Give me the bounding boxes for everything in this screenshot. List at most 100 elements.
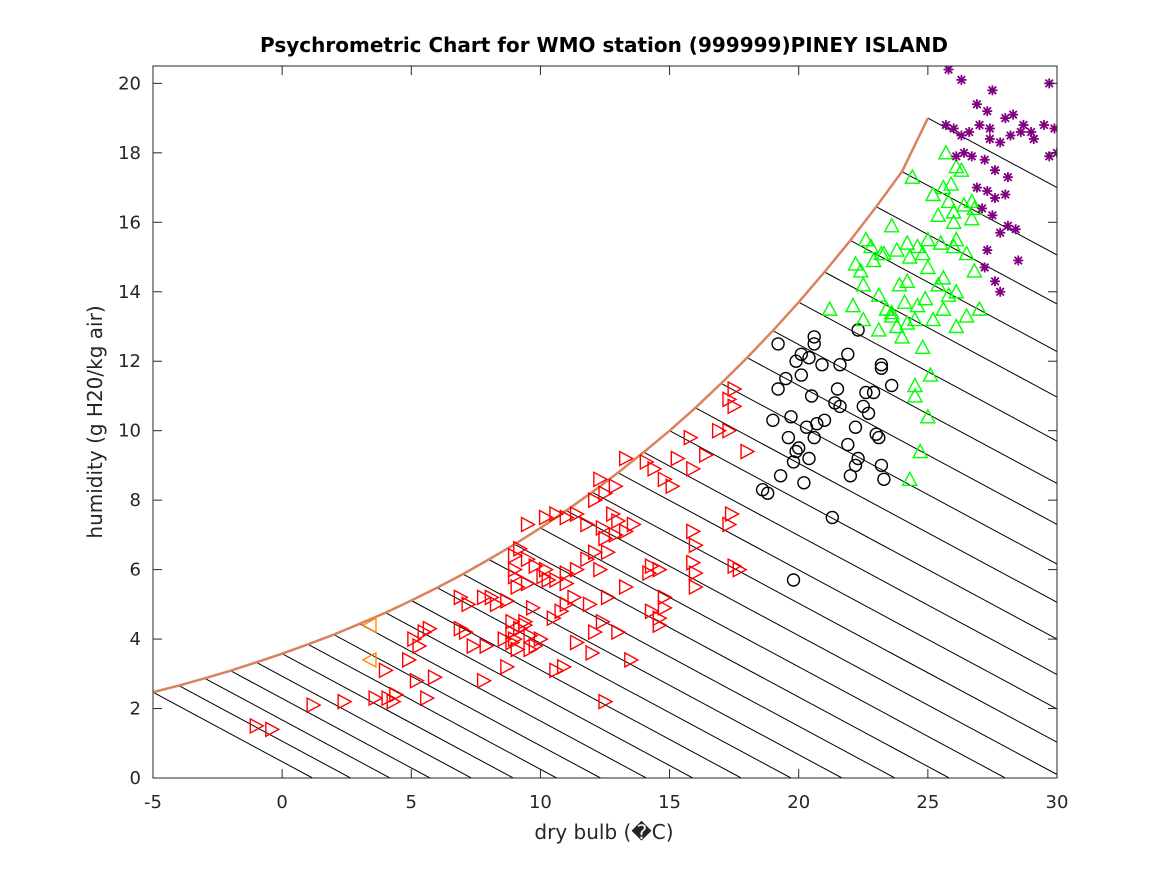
data-point: [870, 286, 887, 302]
data-point: [825, 510, 839, 525]
data-point: [906, 387, 924, 403]
data-point: [587, 544, 604, 561]
wet-bulb-line: [488, 559, 896, 778]
data-point: [507, 547, 524, 564]
data-point: [528, 557, 544, 575]
data-point: [781, 430, 796, 445]
data-point: [595, 613, 611, 630]
x-tick-label: 10: [529, 792, 552, 813]
data-point: [461, 596, 477, 613]
data-point: [771, 337, 785, 351]
data-point: [507, 561, 524, 578]
data-point: [740, 443, 756, 460]
data-point: [885, 378, 899, 393]
wet-bulb-line: [798, 301, 1057, 442]
data-point: [722, 516, 738, 533]
data-point: [940, 286, 957, 302]
data-point: [600, 589, 617, 606]
data-point: [856, 399, 870, 414]
data-point: [598, 693, 614, 710]
data-point: [500, 658, 516, 676]
data-point: [567, 589, 583, 606]
data-point: [914, 338, 931, 355]
data-point: [786, 573, 801, 587]
data-point: [476, 589, 493, 606]
wet-bulb-line: [566, 510, 1057, 776]
data-point: [893, 328, 911, 344]
data-point: [368, 689, 384, 707]
data-point: [549, 662, 565, 679]
data-point: [784, 410, 798, 424]
x-tick-label: 20: [787, 792, 810, 813]
data-point: [855, 276, 872, 292]
data-point: [1010, 224, 1021, 235]
data-point: [489, 596, 505, 613]
data-point: [505, 613, 521, 630]
data-point: [657, 599, 673, 616]
data-point: [665, 478, 681, 495]
wet-bulb-line: [385, 612, 694, 778]
data-point: [873, 245, 890, 261]
data-point: [657, 589, 673, 606]
wet-bulb-line: [178, 685, 351, 778]
y-tick-label: 4: [130, 629, 141, 650]
data-point: [963, 210, 980, 226]
data-point: [930, 276, 947, 292]
data-point: [608, 478, 624, 495]
data-point: [458, 623, 475, 641]
data-point: [647, 460, 663, 478]
data-point: [337, 693, 353, 710]
data-point: [593, 561, 609, 578]
data-point: [688, 564, 704, 582]
y-tick-label: 2: [130, 699, 141, 720]
data-point: [821, 300, 838, 316]
data-point: [995, 137, 1006, 148]
y-tick-label: 14: [118, 282, 141, 303]
wet-bulb-line: [359, 623, 647, 778]
data-point: [930, 206, 947, 223]
data-point: [549, 571, 565, 589]
data-point: [979, 154, 990, 165]
data-point: [639, 453, 655, 471]
wet-bulb-line: [204, 677, 391, 778]
data-point: [847, 255, 864, 271]
data-point: [559, 596, 575, 613]
data-point: [427, 669, 444, 686]
data-point: [525, 599, 542, 616]
data-point: [789, 444, 803, 459]
data-point: [593, 471, 609, 488]
data-point: [990, 192, 1001, 203]
data-point: [940, 192, 957, 209]
data-point: [948, 158, 965, 174]
data-point: [815, 358, 829, 372]
data-point: [652, 617, 668, 634]
data-point: [265, 721, 281, 738]
y-tick-label: 16: [118, 212, 141, 233]
data-point: [899, 314, 916, 330]
data-point: [792, 441, 806, 455]
data-point: [510, 641, 526, 658]
data-point: [883, 217, 900, 233]
data-point: [979, 262, 990, 273]
data-point: [982, 186, 993, 197]
data-point: [984, 123, 995, 134]
data-point: [917, 290, 934, 306]
data-point: [771, 382, 785, 396]
data-point: [982, 245, 993, 256]
data-point: [945, 203, 962, 219]
data-point: [1008, 109, 1019, 120]
data-point: [883, 307, 900, 323]
data-point: [569, 505, 586, 523]
chart-title: Psychrometric Chart for WMO station (999…: [260, 33, 948, 57]
data-point: [453, 589, 469, 606]
data-point: [510, 578, 526, 596]
data-point: [919, 258, 937, 275]
data-point: [861, 406, 876, 420]
x-axis-ticks: -5 0 5 10 15 20 25 30: [144, 66, 1068, 813]
data-point: [624, 651, 640, 669]
data-point: [984, 133, 995, 144]
wet-bulb-line: [875, 206, 1057, 305]
data-point: [870, 321, 887, 337]
data-point: [948, 231, 965, 247]
saturation-curve: [153, 117, 930, 694]
